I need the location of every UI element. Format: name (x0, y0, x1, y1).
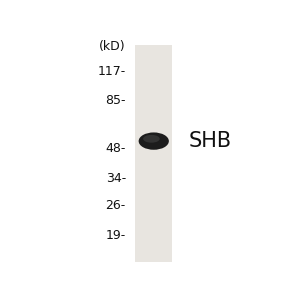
Ellipse shape (143, 135, 160, 143)
Text: 26-: 26- (106, 199, 126, 212)
Text: SHB: SHB (189, 131, 232, 151)
Text: 19-: 19- (106, 229, 126, 242)
Ellipse shape (139, 132, 169, 150)
FancyBboxPatch shape (135, 45, 172, 262)
Text: 117-: 117- (98, 65, 126, 78)
Text: 48-: 48- (106, 142, 126, 154)
Text: (kD): (kD) (99, 40, 126, 53)
Text: 85-: 85- (105, 94, 126, 107)
Text: 34-: 34- (106, 172, 126, 184)
